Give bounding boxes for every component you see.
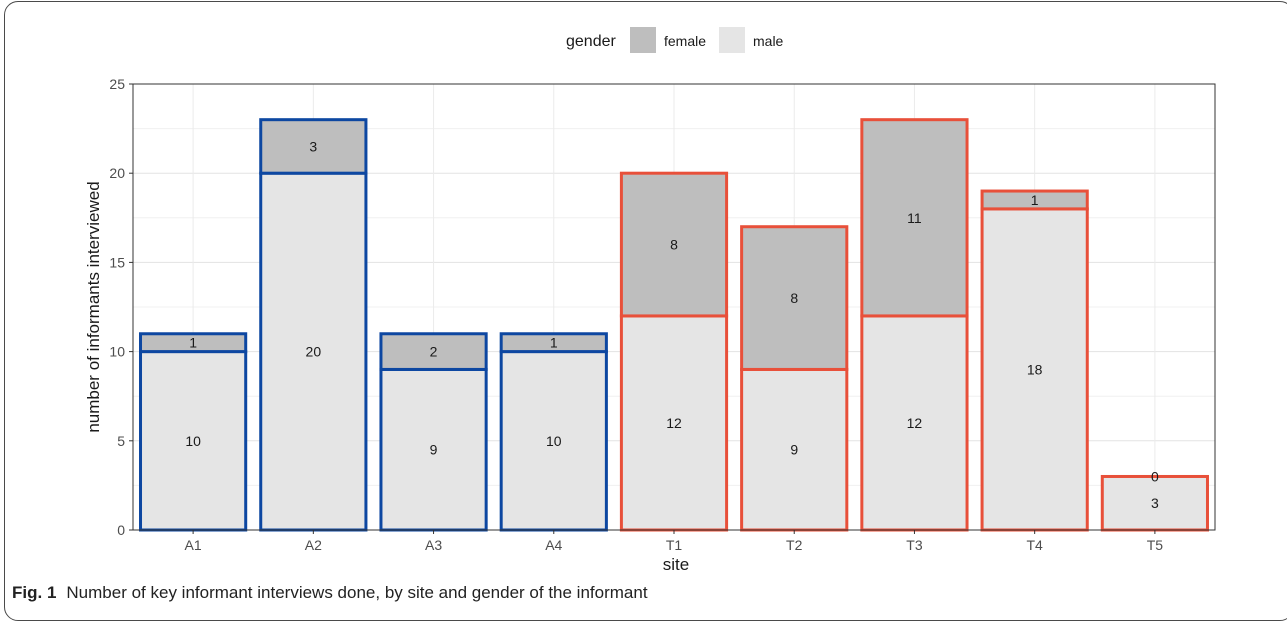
data-label-female-A1: 1 bbox=[189, 335, 197, 351]
bar-female-A2 bbox=[259, 118, 368, 175]
bars bbox=[139, 118, 1209, 532]
bar-female-A4 bbox=[499, 332, 608, 354]
x-tick-label: T4 bbox=[1026, 537, 1043, 553]
y-axis-label: number of informants interviewed bbox=[84, 181, 103, 432]
y-tick-label: 0 bbox=[117, 522, 125, 538]
x-tick-label: T5 bbox=[1147, 537, 1164, 553]
legend-key-female bbox=[630, 27, 656, 53]
bar-female-T1 bbox=[619, 171, 729, 318]
x-tick-label: A4 bbox=[545, 537, 562, 553]
bar-male-T4 bbox=[980, 207, 1089, 532]
x-tick-label: T3 bbox=[906, 537, 923, 553]
x-tick-label: A1 bbox=[185, 537, 202, 553]
bar-female-A3 bbox=[379, 332, 488, 371]
data-label-female-A3: 2 bbox=[430, 344, 438, 360]
legend-label-male: male bbox=[753, 33, 784, 49]
data-label-male-T4: 18 bbox=[1027, 361, 1043, 377]
y-tick-label: 5 bbox=[117, 433, 125, 449]
x-axis: A1 A2 A3 A4 T1 T2 T3 T4 T5 bbox=[185, 530, 1164, 553]
legend-label-female: female bbox=[664, 33, 706, 49]
data-label-female-A4: 1 bbox=[550, 335, 558, 351]
figure-caption: Fig. 1 Number of key informant interviews… bbox=[12, 583, 648, 603]
caption-text: Number of key informant interviews done,… bbox=[66, 583, 648, 602]
y-tick-label: 20 bbox=[109, 165, 125, 181]
data-label-male-A2: 20 bbox=[306, 344, 322, 360]
y-tick-label: 25 bbox=[109, 76, 125, 92]
data-label-female-T5: 0 bbox=[1151, 468, 1159, 484]
data-label-female-A2: 3 bbox=[309, 138, 317, 154]
data-label-male-T2: 9 bbox=[790, 442, 798, 458]
data-label-female-T4: 1 bbox=[1031, 192, 1039, 208]
data-label-female-T3: 11 bbox=[907, 210, 922, 226]
bar-male-T1 bbox=[619, 314, 729, 532]
x-tick-label: A2 bbox=[305, 537, 322, 553]
x-tick-label: T1 bbox=[666, 537, 683, 553]
bar-female-T4 bbox=[980, 189, 1089, 211]
data-label-male-A3: 9 bbox=[430, 442, 438, 458]
bar-male-T2 bbox=[740, 367, 849, 532]
legend: gender female male bbox=[566, 27, 784, 53]
y-axis: 0 5 10 15 20 25 bbox=[109, 76, 133, 538]
data-label-female-T2: 8 bbox=[790, 290, 798, 306]
y-tick-label: 15 bbox=[109, 254, 125, 270]
legend-title: gender bbox=[566, 33, 616, 50]
bar-female-T3 bbox=[860, 118, 969, 318]
x-tick-label: A3 bbox=[425, 537, 442, 553]
data-label-male-T5: 3 bbox=[1151, 495, 1159, 511]
data-label-female-T1: 8 bbox=[670, 237, 678, 253]
caption-label: Fig. 1 bbox=[12, 583, 57, 602]
y-tick-label: 10 bbox=[109, 344, 125, 360]
x-axis-label: site bbox=[663, 555, 689, 574]
x-tick-label: T2 bbox=[786, 537, 803, 553]
bar-female-T2 bbox=[740, 225, 849, 371]
data-label-male-A4: 10 bbox=[546, 433, 562, 449]
bar-male-A2 bbox=[259, 171, 368, 532]
data-label-male-A1: 10 bbox=[185, 433, 201, 449]
bar-female-A1 bbox=[139, 332, 248, 354]
legend-key-male bbox=[719, 27, 745, 53]
data-label-male-T3: 12 bbox=[907, 415, 923, 431]
data-label-male-T1: 12 bbox=[666, 415, 682, 431]
